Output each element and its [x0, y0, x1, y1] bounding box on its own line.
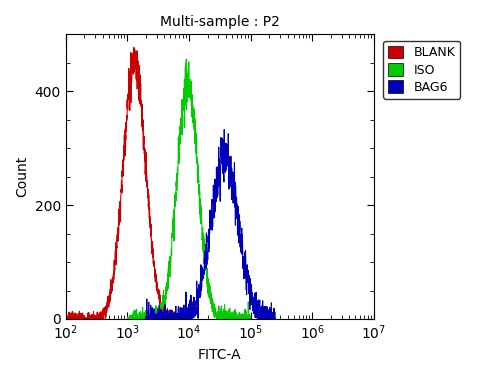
BLANK	[131, 45, 137, 49]
BAG6	[255, 311, 261, 316]
Legend: BLANK, ISO, BAG6: BLANK, ISO, BAG6	[383, 41, 460, 99]
BLANK	[63, 317, 69, 321]
ISO	[231, 317, 237, 321]
ISO	[124, 317, 130, 321]
ISO	[203, 264, 209, 268]
ISO	[200, 233, 206, 238]
BLANK	[161, 312, 167, 317]
BLANK	[177, 314, 183, 318]
ISO	[218, 311, 224, 315]
BLANK	[70, 310, 76, 315]
BAG6	[221, 127, 227, 132]
ISO	[132, 317, 138, 321]
Line: BAG6: BAG6	[146, 130, 276, 319]
BLANK	[62, 311, 68, 316]
BAG6	[273, 317, 278, 321]
ISO	[184, 57, 189, 61]
BAG6	[222, 150, 228, 155]
ISO	[124, 316, 130, 321]
BAG6	[143, 316, 149, 320]
BAG6	[218, 154, 224, 159]
BAG6	[242, 260, 247, 264]
BLANK	[136, 95, 142, 100]
BAG6	[226, 156, 232, 161]
BAG6	[144, 317, 150, 321]
BLANK	[132, 60, 138, 64]
BLANK	[129, 51, 135, 56]
ISO	[247, 315, 253, 320]
BLANK	[150, 250, 155, 254]
X-axis label: FITC-A: FITC-A	[198, 348, 242, 362]
Line: ISO: ISO	[127, 59, 250, 319]
Title: Multi-sample : P2: Multi-sample : P2	[160, 15, 280, 29]
ISO	[196, 182, 202, 187]
BAG6	[151, 317, 157, 321]
Y-axis label: Count: Count	[15, 156, 29, 197]
Line: BLANK: BLANK	[65, 47, 180, 319]
